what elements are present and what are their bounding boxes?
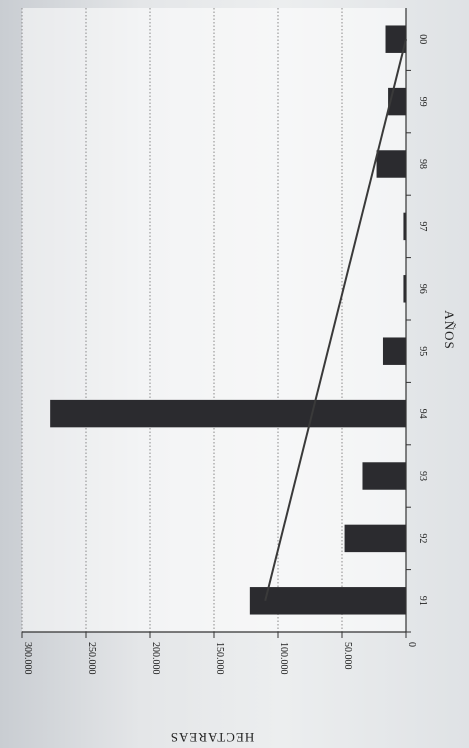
bar-92 (344, 524, 406, 553)
bar-95 (382, 337, 406, 365)
value-tick-label: 200.000 (150, 642, 161, 675)
bar-00 (385, 25, 406, 53)
category-label-95: 95 (417, 346, 428, 356)
category-label-97: 97 (417, 221, 428, 231)
value-tick-label: 250.000 (86, 642, 97, 675)
category-label-92: 92 (417, 533, 428, 543)
category-label-93: 93 (417, 471, 428, 481)
bar-91 (249, 587, 406, 615)
value-tick-label: 100.000 (278, 642, 289, 675)
bar-93 (362, 462, 406, 490)
value-tick-label: 300.000 (22, 642, 33, 675)
bar-94 (50, 399, 406, 428)
x-axis-title: AÑOS (442, 310, 457, 349)
trend-line-group (264, 38, 407, 602)
tick-labels: 0 50.000 100.000 150.000 200.000 250.000 300.0… (22, 34, 428, 674)
category-label-96: 96 (417, 284, 428, 294)
category-label-98: 98 (417, 159, 428, 169)
trend-line (264, 38, 407, 602)
y-axis-title: HECTAREAS (170, 730, 255, 745)
bar-98 (376, 150, 406, 178)
bar-97 (403, 212, 406, 241)
value-tick-label: 0 (406, 642, 417, 647)
value-tick-label: 150.000 (214, 642, 225, 675)
category-label-91: 91 (417, 596, 428, 606)
category-label-99: 99 (417, 97, 428, 107)
grid-lines (21, 8, 343, 632)
value-tick-label: 50.000 (342, 642, 353, 670)
category-label-94: 94 (417, 409, 428, 419)
category-label-00: 00 (417, 34, 428, 44)
axes (21, 8, 411, 638)
bar-96 (403, 275, 406, 303)
